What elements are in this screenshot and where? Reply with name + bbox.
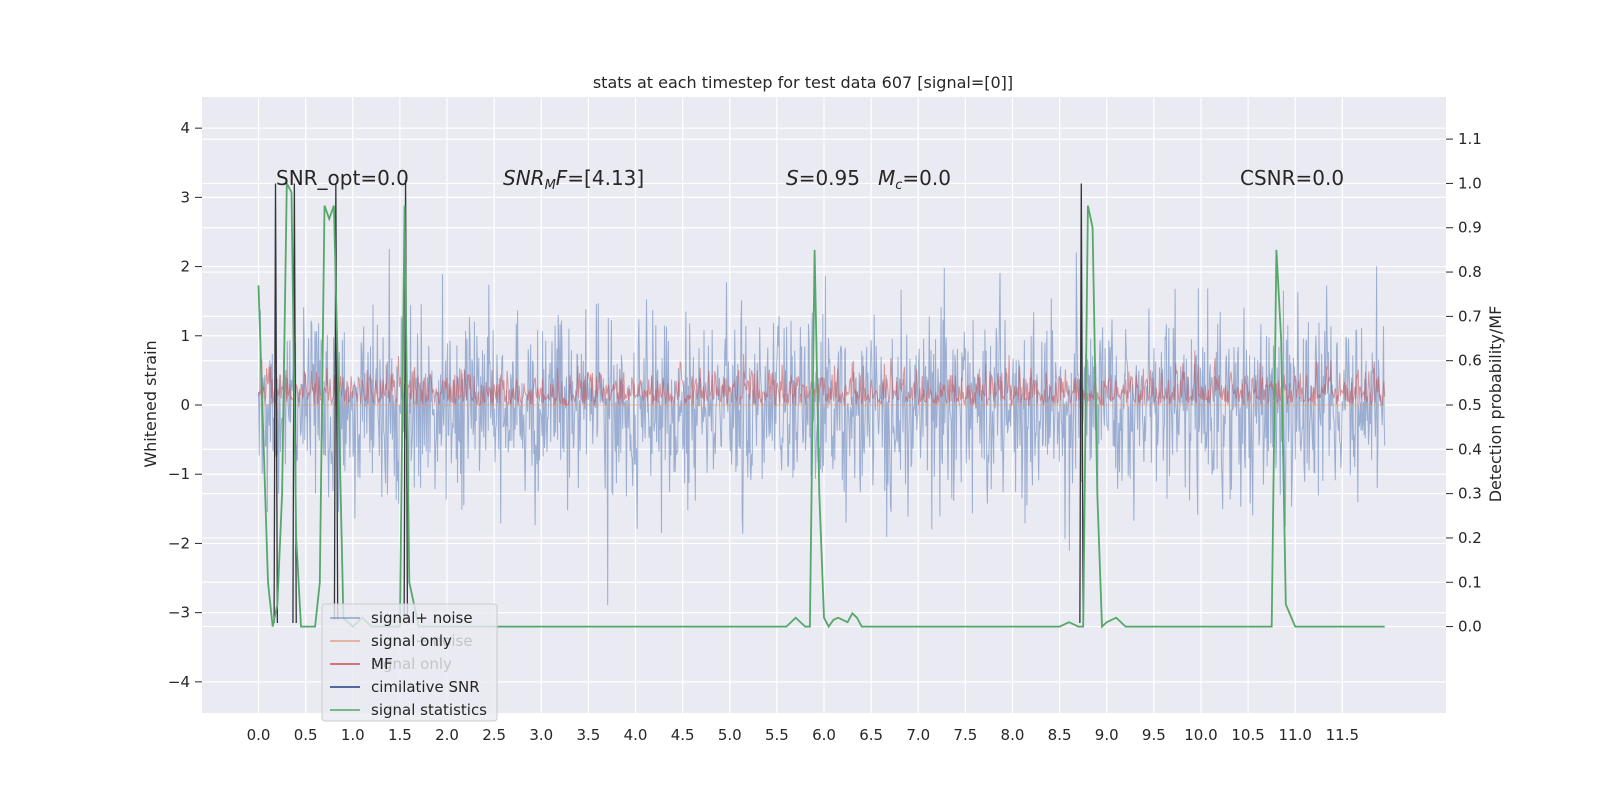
y-right-tick-label: 0.8 <box>1458 263 1482 281</box>
annotation-csnr: CSNR=0.0 <box>1240 166 1344 190</box>
y-right-tick-label: 0.3 <box>1458 485 1482 503</box>
x-tick-label: 5.5 <box>765 726 789 744</box>
x-tick-label: 8.5 <box>1048 726 1072 744</box>
x-axis-ticks: 0.0 0.5 1.0 1.5 2.0 2.5 3.0 3.5 4.0 4.5 5.0 5.5 6.0 6… <box>247 726 1359 744</box>
x-tick-label: 7.5 <box>953 726 977 744</box>
annotations: SNR_opt=0.0 SNRMF=[4.13] S=0.95 Mc=0.0 CS… <box>276 166 1344 193</box>
y-axis-right-ticks: 1.1 1.0 0.9 0.8 0.7 0.6 0.5 0.4 0.3 0.2 0.1 0.0 <box>1446 130 1482 636</box>
x-tick-label: 4.0 <box>624 726 648 744</box>
x-tick-label: 1.5 <box>388 726 412 744</box>
x-tick-label: 10.5 <box>1231 726 1264 744</box>
annotation-s-mc: S=0.95 Mc=0.0 <box>786 166 951 193</box>
legend-label: signal+ noise <box>371 609 473 627</box>
y-right-tick-label: 0.5 <box>1458 396 1482 414</box>
x-tick-label: 4.5 <box>671 726 695 744</box>
x-tick-label: 3.0 <box>529 726 553 744</box>
series-layer <box>257 180 1386 629</box>
annotation-snr-opt: SNR_opt=0.0 <box>276 166 409 190</box>
chart-title: stats at each timestep for test data 607… <box>593 73 1013 92</box>
series-signal-statistics-line <box>257 182 1385 629</box>
y-tick-label: −4 <box>168 673 190 691</box>
legend-box <box>321 603 498 722</box>
series-cumulative-snr-spike <box>1079 183 1084 624</box>
x-tick-label: 7.0 <box>906 726 930 744</box>
y-tick-label: 4 <box>180 119 190 137</box>
legend-label: MF <box>371 655 393 673</box>
x-tick-label: 9.5 <box>1142 726 1166 744</box>
y-tick-label: 3 <box>180 188 190 206</box>
legend-label: signal statistics <box>371 701 487 719</box>
y-axis-label: Whitened strain <box>141 340 160 467</box>
x-tick-label: 10.0 <box>1184 726 1217 744</box>
y-axis-ticks: 4 3 2 1 0 −1 −2 −3 −4 <box>168 119 202 691</box>
y-right-tick-label: 0.0 <box>1458 618 1482 636</box>
x-tick-label: 5.0 <box>718 726 742 744</box>
y-tick-label: 1 <box>180 327 190 345</box>
legend: signal+ noise signal only signal+ noises… <box>321 603 498 722</box>
y-tick-label: 2 <box>180 258 190 276</box>
series-cumulative-snr-spike <box>403 180 409 620</box>
x-tick-label: 11.5 <box>1326 726 1359 744</box>
x-tick-label: 3.5 <box>576 726 600 744</box>
y-right-tick-label: 0.7 <box>1458 307 1482 325</box>
x-tick-label: 8.0 <box>1001 726 1025 744</box>
x-tick-label: 2.5 <box>482 726 506 744</box>
y-tick-label: 0 <box>180 396 190 414</box>
series-signal-noise-line <box>258 248 1386 606</box>
y-right-tick-label: 0.6 <box>1458 352 1482 370</box>
legend-label: signal only <box>371 632 452 650</box>
x-tick-label: 2.0 <box>435 726 459 744</box>
x-tick-label: 11.0 <box>1279 726 1312 744</box>
x-tick-label: 1.0 <box>341 726 365 744</box>
y-axis-right-label: Detection probability/MF <box>1486 306 1505 503</box>
x-tick-label: 0.5 <box>294 726 318 744</box>
y-tick-label: −3 <box>168 604 190 622</box>
y-right-tick-label: 1.1 <box>1458 130 1482 148</box>
y-right-tick-label: 1.0 <box>1458 174 1482 192</box>
y-tick-label: −1 <box>168 465 190 483</box>
x-tick-label: 6.0 <box>812 726 836 744</box>
annotation-snr-mf: SNRMF=[4.13] <box>503 166 644 193</box>
series-mf-line <box>258 350 1386 407</box>
legend-ghost-entry: signal only <box>371 655 452 673</box>
y-right-tick-label: 0.1 <box>1458 573 1482 591</box>
x-tick-label: 9.0 <box>1095 726 1119 744</box>
legend-ghost-entry: signal+ noise <box>371 632 473 650</box>
series-cumulative-snr-spike <box>333 183 339 620</box>
y-right-tick-label: 0.9 <box>1458 219 1482 237</box>
y-right-tick-label: 0.2 <box>1458 529 1482 547</box>
y-right-tick-label: 0.4 <box>1458 440 1482 458</box>
legend-label: cimilative SNR <box>371 678 480 696</box>
x-tick-label: 6.5 <box>859 726 883 744</box>
x-tick-label: 0.0 <box>247 726 271 744</box>
y-tick-label: −2 <box>168 534 190 552</box>
series-cumulative-snr-spike <box>273 183 279 624</box>
